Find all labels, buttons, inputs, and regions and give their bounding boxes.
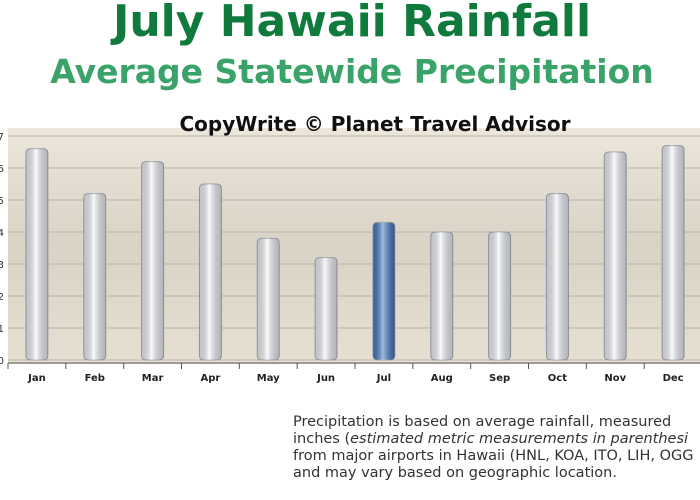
y-tick-label: 2 bbox=[0, 292, 4, 303]
x-tick-label: Jun bbox=[316, 373, 335, 384]
note-line: from major airports in Hawaii (HNL, KOA,… bbox=[293, 448, 694, 464]
bar bbox=[314, 257, 338, 361]
footnote: Precipitation is based on average rainfa… bbox=[293, 414, 700, 482]
plot-background bbox=[8, 128, 700, 364]
bar bbox=[661, 145, 685, 361]
chart-title: July Hawaii Rainfall bbox=[110, 0, 591, 47]
bar bbox=[141, 161, 165, 361]
note-line: inches (estimated metric measurements in… bbox=[293, 431, 700, 448]
bar bbox=[25, 148, 49, 361]
x-tick-label: Apr bbox=[200, 373, 220, 384]
y-tick-label: 0 bbox=[0, 356, 4, 367]
bar bbox=[603, 151, 627, 361]
y-tick-label: 4 bbox=[0, 228, 4, 239]
credit: CopyWrite © Planet Travel Advisor bbox=[179, 112, 570, 136]
x-tick-label: Jan bbox=[27, 373, 46, 384]
x-tick-label: Jul bbox=[376, 373, 391, 384]
chart-subtitle: Average Statewide Precipitation bbox=[50, 52, 654, 91]
y-tick-label: 5 bbox=[0, 196, 4, 207]
y-tick-label: 1 bbox=[0, 324, 4, 335]
x-tick-label: Dec bbox=[663, 373, 684, 384]
bar bbox=[372, 221, 396, 361]
x-tick-label: Sep bbox=[489, 373, 510, 384]
bar bbox=[488, 231, 512, 361]
x-tick-label: Aug bbox=[431, 373, 453, 384]
note-line: Precipitation is based on average rainfa… bbox=[293, 414, 672, 430]
x-tick-label: Mar bbox=[142, 373, 164, 384]
bar bbox=[545, 193, 569, 361]
bar bbox=[430, 231, 454, 361]
y-tick-label: 6 bbox=[0, 164, 4, 175]
note-text: inches ( bbox=[293, 431, 351, 447]
note-line: and may vary based on geographic locatio… bbox=[293, 465, 617, 481]
note-italic: estimated metric measurements in parenth… bbox=[350, 431, 689, 447]
x-tick-label: Nov bbox=[604, 373, 626, 384]
x-tick-label: Feb bbox=[85, 373, 105, 384]
bar bbox=[256, 237, 280, 361]
y-tick-label: 3 bbox=[0, 260, 4, 271]
x-tick-label: May bbox=[257, 373, 280, 384]
y-tick-label: 7 bbox=[0, 132, 4, 143]
bar bbox=[198, 183, 222, 361]
bar bbox=[83, 193, 107, 361]
x-tick-label: Oct bbox=[548, 373, 567, 384]
